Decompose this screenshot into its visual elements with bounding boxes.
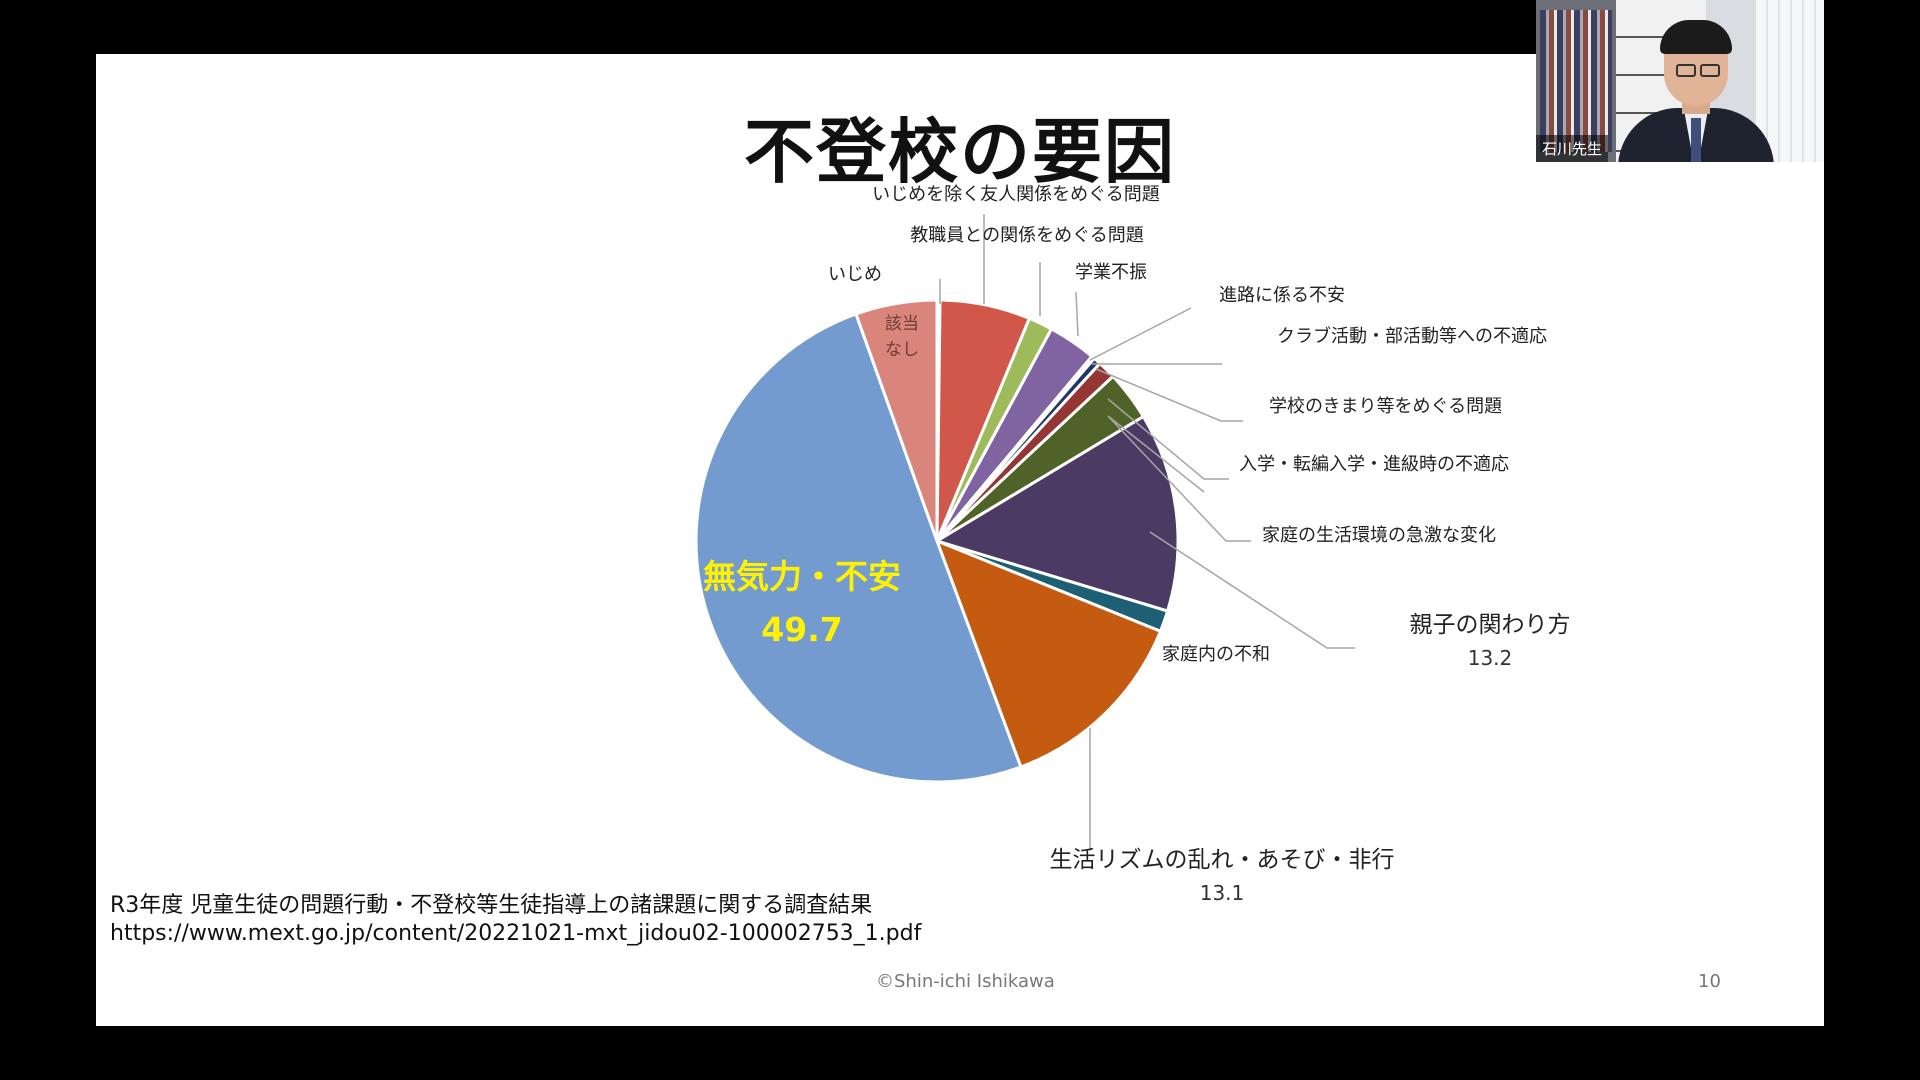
slice-label-4: 進路に係る不安 [1219, 285, 1345, 306]
source-citation: R3年度 児童生徒の問題行動・不登校等生徒指導上の諸課題に関する調査結果 htt… [110, 892, 921, 948]
leader-line-4 [1089, 307, 1192, 361]
glasses-icon [1676, 64, 1696, 77]
leader-line-6 [1095, 368, 1243, 422]
slice-label-8: 家庭の生活環境の急激な変化 [1262, 525, 1496, 546]
slice-label-9: 親子の関わり方 [1410, 612, 1571, 638]
source-title: R3年度 児童生徒の問題行動・不登校等生徒指導上の諸課題に関する調査結果 [110, 893, 873, 918]
source-url[interactable]: https://www.mext.go.jp/content/20221021-… [110, 921, 922, 946]
data-label-11: 13.1 [1200, 881, 1245, 905]
page-number: 10 [1698, 971, 1721, 992]
slice-label-3: 学業不振 [1075, 262, 1147, 283]
slide-title: 不登校の要因 [744, 111, 1176, 193]
leader-line-3 [1075, 291, 1079, 337]
participant-name: 石川先生 [1536, 135, 1609, 162]
pie-slice-12 [694, 312, 1023, 784]
pie-slice-13 [854, 298, 939, 542]
pie-slice-11 [934, 538, 1163, 769]
data-label-9: 13.2 [1468, 646, 1513, 670]
webcam-video-tile[interactable]: 石川先生 [1536, 0, 1824, 162]
slice-label-11: 生活リズムの乱れ・あそび・非行 [1050, 847, 1395, 873]
leader-line-7 [1107, 398, 1229, 480]
pie-slice-9 [933, 414, 1180, 613]
slice-label-7: 入学・転編入学・進級時の不適応 [1239, 454, 1509, 475]
window-blinds [1756, 0, 1824, 162]
inner-label-none-1: なし [885, 340, 919, 360]
pie-chart: いじめ いじめを除く友人関係をめぐる問題教職員との関係をめぐる問題学業不振進路に係… [694, 184, 1571, 905]
leader-line-8 [1107, 415, 1251, 542]
slice-label-1: いじめを除く友人関係をめぐる問題 [872, 184, 1160, 205]
slice-label-10: 家庭内の不和 [1162, 644, 1270, 665]
slice-labels: いじめ いじめを除く友人関係をめぐる問題教職員との関係をめぐる問題学業不振進路に係… [703, 184, 1571, 905]
pie-slices [694, 298, 1180, 784]
inner-label-none-0: 該当 [885, 314, 919, 334]
slice-label-5: クラブ活動・部活動等への不適応 [1277, 325, 1547, 347]
leader-line-9 [1149, 531, 1355, 649]
inner-value-main: 49.7 [761, 610, 842, 649]
presentation-slide: 不登校の要因 いじめ いじめを除く友人関係をめぐる問題教職員との関係をめぐる問題学… [96, 54, 1824, 1026]
slice-label-6: 学校のきまり等をめぐる問題 [1269, 396, 1502, 417]
leader-lines [939, 214, 1355, 851]
slice-label-2: 教職員との関係をめぐる問題 [910, 225, 1143, 246]
slice-label-0: いじめ [828, 264, 882, 285]
inner-label-main: 無気力・不安 [703, 557, 901, 596]
copyright-text: ©Shin-ichi Ishikawa [876, 971, 1055, 992]
